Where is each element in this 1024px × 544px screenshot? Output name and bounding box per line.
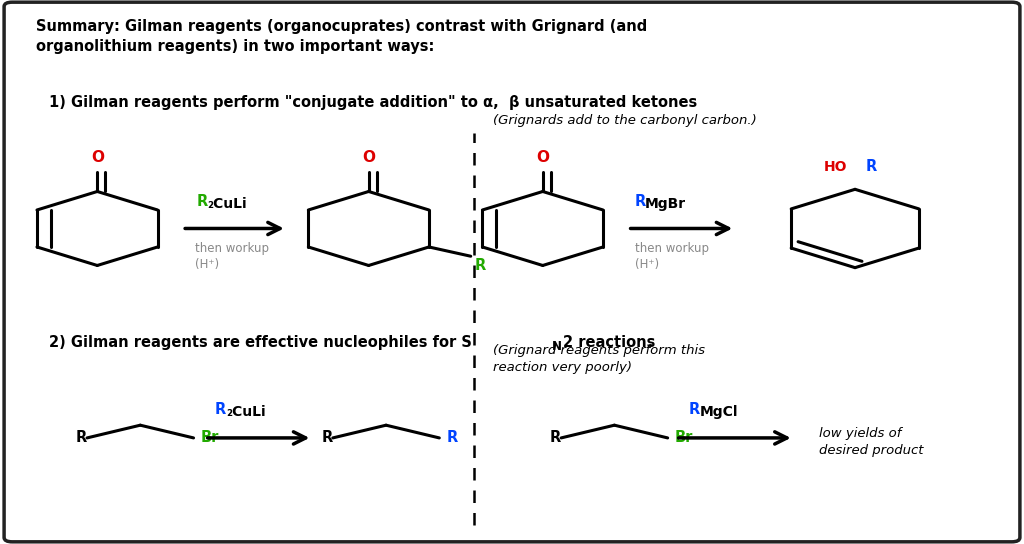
Text: R: R	[635, 194, 646, 209]
Text: HO: HO	[823, 160, 847, 174]
Text: R: R	[688, 402, 699, 417]
Text: N: N	[551, 340, 561, 353]
Text: Br: Br	[201, 430, 219, 446]
Text: MgBr: MgBr	[645, 197, 686, 211]
Text: low yields of
desired product: low yields of desired product	[819, 427, 924, 457]
Text: R: R	[197, 194, 208, 209]
Text: R: R	[446, 430, 458, 446]
Text: R: R	[865, 159, 877, 174]
Text: R: R	[550, 430, 561, 446]
Text: R: R	[322, 430, 333, 446]
Text: R: R	[215, 402, 226, 417]
Text: 2) Gilman reagents are effective nucleophiles for S: 2) Gilman reagents are effective nucleop…	[49, 335, 472, 350]
Text: MgCl: MgCl	[699, 405, 738, 419]
Text: ₂CuLi: ₂CuLi	[226, 405, 266, 419]
Text: 1) Gilman reagents perform "conjugate addition" to α,  β unsaturated ketones: 1) Gilman reagents perform "conjugate ad…	[49, 95, 697, 110]
Text: Br: Br	[675, 430, 693, 446]
Text: Summary: Gilman reagents (organocuprates) contrast with Grignard (and
organolith: Summary: Gilman reagents (organocuprates…	[36, 19, 647, 54]
Text: ₂CuLi: ₂CuLi	[207, 197, 247, 211]
Text: R: R	[76, 430, 87, 446]
Text: O: O	[537, 150, 549, 165]
FancyBboxPatch shape	[4, 2, 1020, 542]
Text: O: O	[362, 150, 375, 165]
Text: (Grignards add to the carbonyl carbon.): (Grignards add to the carbonyl carbon.)	[493, 114, 757, 127]
Text: 2 reactions: 2 reactions	[563, 335, 655, 350]
Text: O: O	[91, 150, 103, 165]
Text: (Grignard reagents perform this
reaction very poorly): (Grignard reagents perform this reaction…	[493, 344, 705, 374]
Text: then workup
(H⁺): then workup (H⁺)	[635, 242, 709, 271]
Text: R: R	[475, 258, 486, 274]
Text: then workup
(H⁺): then workup (H⁺)	[195, 242, 268, 271]
